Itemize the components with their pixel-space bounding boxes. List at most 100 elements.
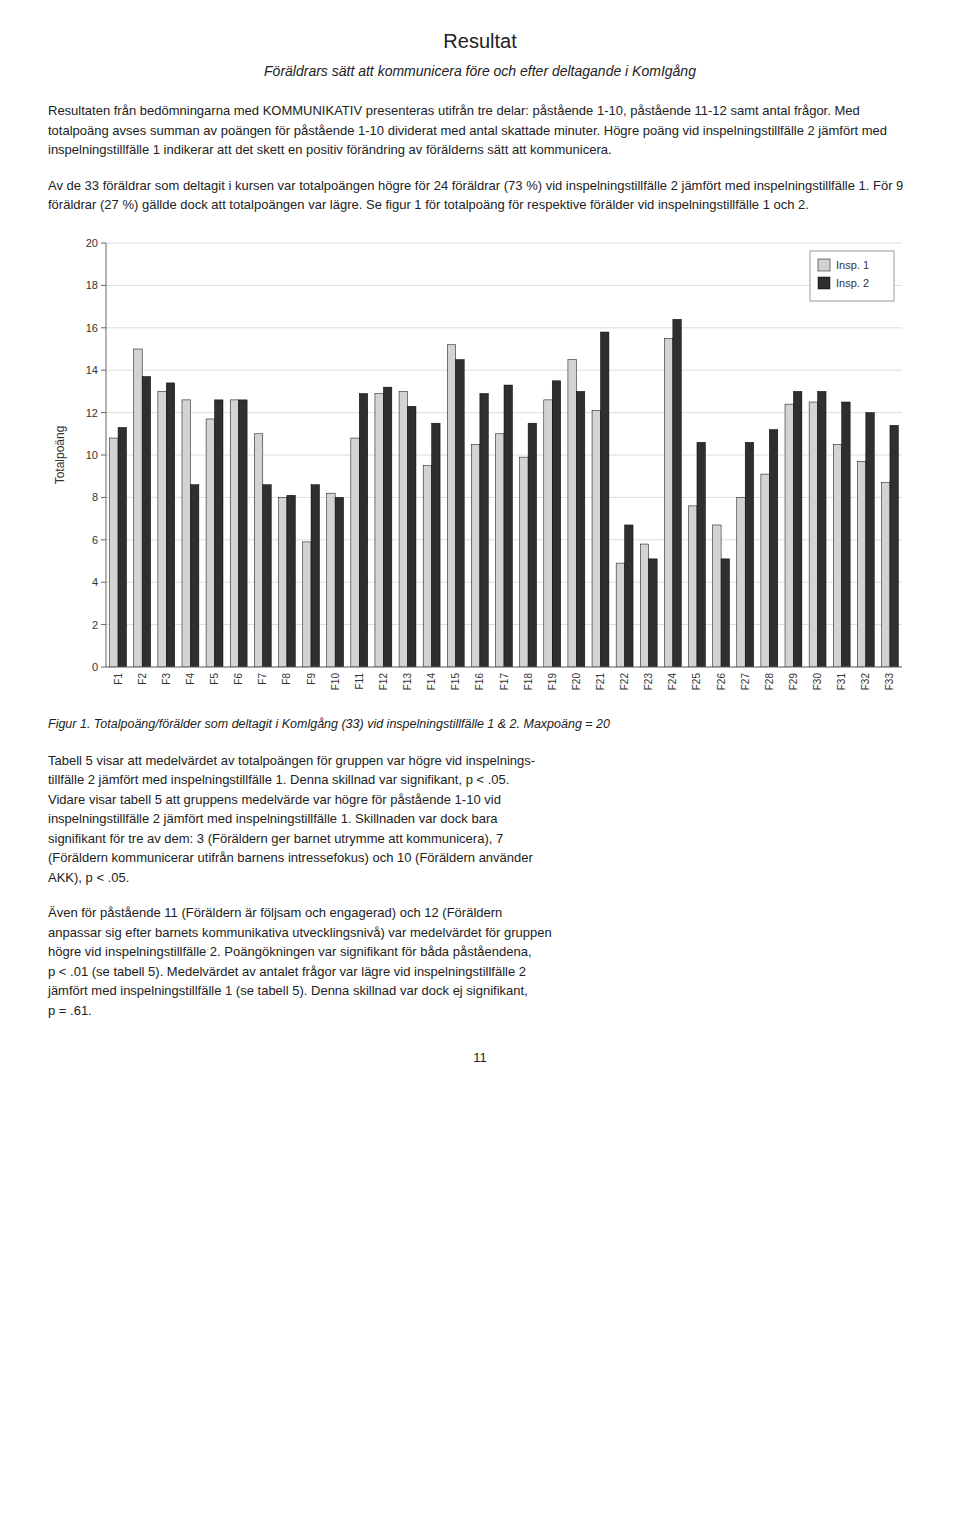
x-tick-label: F31 [836, 672, 847, 690]
x-tick-label: F18 [523, 672, 534, 690]
x-tick-label: F9 [306, 672, 317, 684]
bar [287, 495, 295, 667]
bar [520, 457, 528, 667]
bar [351, 438, 359, 667]
bar [471, 444, 479, 667]
y-tick [101, 412, 106, 413]
bar [890, 425, 898, 667]
bar [866, 412, 874, 666]
bar [375, 393, 383, 666]
x-tick-label: F1 [113, 672, 124, 684]
bar [432, 423, 440, 667]
y-tick [101, 666, 106, 667]
legend-box [810, 251, 894, 301]
bar-chart: 02468101214161820TotalpoängF1F2F3F4F5F6F… [48, 231, 912, 711]
body-text: Tabell 5 visar att medelvärdet av totalp… [48, 751, 912, 888]
x-tick-label: F8 [281, 672, 292, 684]
x-tick-label: F22 [619, 672, 630, 690]
bar [697, 442, 705, 667]
y-axis: 02468101214161820 [86, 237, 902, 673]
bar [689, 505, 697, 666]
bar [745, 442, 753, 667]
x-tick-label: F10 [330, 672, 341, 690]
bar [793, 391, 801, 667]
x-tick-label: F28 [764, 672, 775, 690]
y-tick [101, 581, 106, 582]
x-tick-label: F33 [884, 672, 895, 690]
bar [592, 410, 600, 667]
bars [110, 319, 899, 667]
grid-line [106, 284, 902, 285]
x-tick-label: F5 [209, 672, 220, 684]
bar [166, 382, 174, 666]
bar [383, 387, 391, 667]
bar [158, 391, 166, 667]
bar [408, 406, 416, 667]
x-tick-label: F24 [667, 672, 678, 690]
body-text: Resultaten från bedömningarna med KOMMUN… [48, 101, 912, 160]
x-tick-label: F12 [378, 672, 389, 690]
bar [625, 524, 633, 666]
legend-label: Insp. 2 [836, 277, 869, 289]
x-tick-label: F15 [450, 672, 461, 690]
bar [423, 465, 431, 666]
x-tick-label: F6 [233, 672, 244, 684]
bar [456, 359, 464, 666]
title: Resultat [48, 30, 912, 53]
bar [206, 418, 214, 666]
y-tick [101, 624, 106, 625]
bar [737, 497, 745, 667]
bar [833, 444, 841, 667]
y-tick [101, 454, 106, 455]
x-tick-label: F13 [402, 672, 413, 690]
y-tick-label: 10 [86, 449, 98, 461]
legend-label: Insp. 1 [836, 259, 869, 271]
y-tick-label: 16 [86, 321, 98, 333]
x-tick-label: F32 [860, 672, 871, 690]
bar [327, 493, 335, 667]
x-axis-line [106, 666, 902, 667]
y-tick-label: 4 [92, 576, 98, 588]
bar [118, 427, 126, 667]
bar [640, 544, 648, 667]
y-tick [101, 327, 106, 328]
y-tick-label: 14 [86, 364, 98, 376]
bar [713, 524, 721, 666]
grid-line [106, 242, 902, 243]
y-axis-line [106, 243, 107, 667]
bar [480, 393, 488, 666]
grid-line [106, 369, 902, 370]
bar [182, 399, 190, 666]
grid-line [106, 666, 902, 667]
bar [239, 399, 247, 666]
x-tick-label: F3 [161, 672, 172, 684]
bar [254, 433, 262, 666]
y-tick-label: 0 [92, 661, 98, 673]
bar [761, 474, 769, 667]
bar [818, 391, 826, 667]
bar [600, 332, 608, 667]
bar [881, 482, 889, 666]
legend: Insp. 1 Insp. 2 [810, 251, 894, 301]
x-tick-label: F20 [571, 672, 582, 690]
x-tick-label: F26 [716, 672, 727, 690]
legend-swatch [818, 277, 830, 289]
bar [857, 461, 865, 667]
x-tick-label: F14 [426, 672, 437, 690]
x-tick-label: F2 [137, 672, 148, 684]
x-tick-label: F4 [185, 672, 196, 684]
figure-caption: Figur 1. Totalpoäng/förälder som deltagi… [48, 717, 912, 731]
bar [447, 344, 455, 666]
bar [576, 391, 584, 667]
bar [568, 359, 576, 666]
x-tick-label: F17 [499, 672, 510, 690]
bar [769, 429, 777, 666]
y-tick [101, 496, 106, 497]
bar [134, 349, 142, 667]
y-tick [101, 242, 106, 243]
bar [190, 484, 198, 666]
body-text: Av de 33 föräldrar som deltagit i kursen… [48, 176, 912, 215]
bar [721, 558, 729, 666]
y-tick-label: 20 [86, 237, 98, 249]
subtitle: Föräldrars sätt att kommunicera före och… [48, 63, 912, 79]
